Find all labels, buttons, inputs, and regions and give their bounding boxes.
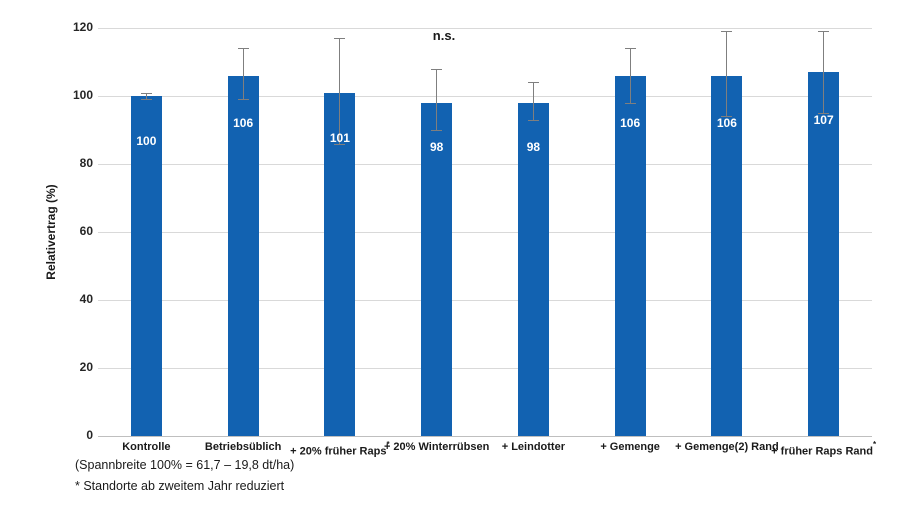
x-axis-label: + früher Raps Rand* (771, 440, 877, 458)
bar-value-label: 107 (813, 113, 834, 128)
gridline (98, 232, 872, 233)
error-bar (242, 48, 244, 100)
x-axis-label: Kontrolle (122, 441, 171, 453)
x-axis-label: + Gemenge (600, 441, 660, 453)
y-tick-label: 40 (79, 292, 93, 306)
error-bar-cap (527, 82, 539, 84)
x-axis-label: + Leindotter (501, 441, 565, 453)
error-bar (145, 92, 147, 100)
error-bar (629, 48, 631, 103)
error-bar-cap (237, 48, 249, 50)
error-bar-cap (140, 92, 152, 94)
x-axis-label: + Gemenge(2) Rand (675, 441, 779, 453)
bar (517, 102, 549, 436)
error-bar-cap (334, 38, 346, 40)
error-bar-cap (624, 102, 636, 104)
error-bar-cap (624, 48, 636, 50)
gridline (98, 300, 872, 301)
bar-value-label: 106 (716, 116, 737, 131)
footnote-marker: * (872, 440, 877, 449)
y-tick-label: 20 (79, 360, 93, 374)
error-bar (339, 38, 341, 144)
error-bar-cap (431, 130, 443, 131)
error-bar-cap (721, 31, 733, 33)
gridline (98, 368, 872, 369)
y-tick-label: 100 (72, 88, 93, 102)
bar-value-label: 101 (329, 130, 350, 145)
error-bar (823, 31, 825, 113)
y-tick-label: 120 (72, 20, 93, 34)
footnote-marker: * (386, 440, 390, 449)
error-bar-cap (527, 119, 539, 121)
bar-value-label: 106 (620, 116, 641, 131)
significance-annotation: n.s. (432, 28, 456, 43)
error-bar-cap (334, 143, 346, 145)
bar (130, 96, 162, 436)
error-bar-cap (237, 99, 249, 101)
y-tick-label: 0 (86, 428, 93, 442)
error-bar (726, 31, 728, 117)
x-axis-label: + 20% Winterrübsen (383, 441, 490, 453)
bar (711, 75, 743, 436)
footnote-spannbreite: (Spannbreite 100% = 61,7 – 19,8 dt/ha) (75, 458, 295, 472)
x-axis-label: + 20% früher Raps* (290, 440, 390, 458)
bar (324, 92, 356, 436)
error-bar-cap (140, 99, 152, 101)
gridline (98, 164, 872, 165)
error-bar-cap (818, 31, 830, 33)
bar-value-label: 100 (136, 133, 157, 148)
x-axis-label: Betriebsüblich (204, 441, 282, 453)
error-bar-cap (818, 113, 830, 114)
y-tick-label: 80 (79, 156, 93, 170)
error-bar (532, 82, 534, 120)
bar-value-label: 98 (429, 139, 444, 154)
bar-value-label: 98 (526, 139, 541, 154)
bar (421, 102, 453, 436)
gridline (98, 28, 872, 29)
error-bar-cap (431, 68, 443, 70)
gridline (98, 96, 872, 97)
bar-value-label: 106 (233, 116, 254, 131)
bar (614, 75, 646, 436)
bar (808, 72, 840, 436)
error-bar (436, 68, 438, 130)
y-tick-label: 60 (79, 224, 93, 238)
bar (227, 75, 259, 436)
error-bar-cap (721, 116, 733, 118)
plot-area: n.s. 100 106 101 98 98 106 106 107 (98, 28, 872, 437)
footnote-standorte: * Standorte ab zweitem Jahr reduziert (75, 479, 285, 493)
